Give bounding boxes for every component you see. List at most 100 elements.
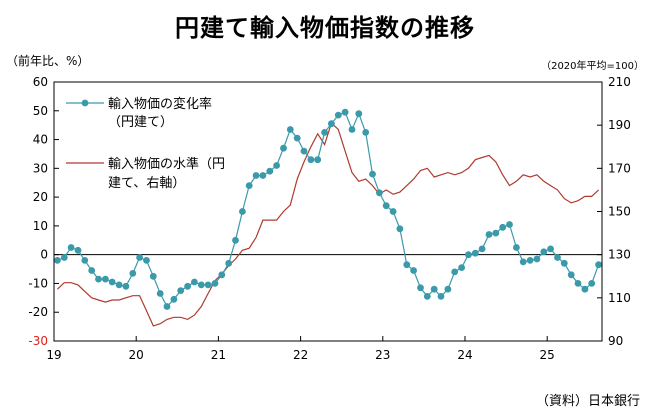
- yoy-point: [499, 223, 507, 231]
- yoy-point: [560, 259, 568, 267]
- yoy-point: [492, 229, 500, 237]
- yoy-point: [410, 267, 417, 274]
- yoy-point: [211, 280, 219, 287]
- left-tick-label: 30: [33, 161, 48, 175]
- yoy-point: [286, 126, 294, 133]
- yoy-point: [376, 189, 383, 197]
- yoy-point: [547, 245, 554, 253]
- right-tick-label: 110: [608, 291, 631, 305]
- yoy-point: [115, 281, 123, 289]
- yoy-point: [471, 249, 479, 257]
- yoy-point: [581, 285, 589, 293]
- x-tick-label: 25: [540, 348, 555, 362]
- legend-yoy-marker: [81, 99, 89, 107]
- yoy-point: [204, 281, 212, 289]
- right-tick-label: 150: [608, 205, 631, 219]
- chart-title: 円建て輸入物価指数の推移: [175, 14, 475, 42]
- yoy-point: [293, 134, 301, 142]
- right-tick-label: 190: [608, 118, 631, 132]
- yoy-point: [74, 246, 82, 254]
- source-note: （資料）日本銀行: [535, 394, 640, 409]
- legend-yoy-label: 輸入物価の変化率: [108, 96, 212, 112]
- yoy-point: [574, 280, 582, 287]
- left-tick-label: -10: [28, 276, 48, 290]
- yoy-point: [156, 290, 164, 297]
- yoy-point: [389, 208, 397, 215]
- left-tick-label: 0: [40, 248, 48, 262]
- yoy-point: [218, 271, 226, 279]
- yoy-point: [588, 280, 596, 287]
- left-tick-label: 20: [33, 190, 48, 204]
- yoy-point: [314, 156, 322, 164]
- yoy-point: [417, 284, 424, 292]
- yoy-point: [554, 254, 561, 261]
- yoy-point: [307, 156, 315, 164]
- left-tick-label: 50: [33, 104, 48, 118]
- yoy-point: [67, 244, 75, 251]
- yoy-point: [423, 293, 431, 300]
- yoy-point: [273, 162, 280, 169]
- yoy-point: [341, 108, 349, 116]
- yoy-point: [458, 264, 465, 271]
- yoy-point: [478, 245, 486, 253]
- yoy-point: [88, 267, 96, 274]
- right-tick-label: 130: [608, 248, 631, 262]
- yoy-point: [280, 144, 287, 152]
- yoy-point: [321, 129, 328, 136]
- yoy-point: [252, 172, 260, 179]
- left-tick-label: 60: [33, 75, 48, 89]
- yoy-point: [519, 258, 527, 266]
- yoy-point: [533, 255, 541, 263]
- yoy-point: [369, 170, 376, 178]
- yoy-point: [102, 275, 109, 283]
- yoy-point: [382, 202, 390, 210]
- yoy-point: [355, 110, 363, 118]
- x-tick-label: 22: [293, 348, 308, 362]
- yoy-point: [513, 244, 520, 251]
- x-tick-label: 23: [375, 348, 390, 362]
- right-tick-label: 170: [608, 161, 631, 175]
- x-tick-label: 20: [129, 348, 144, 362]
- yoy-point: [259, 172, 267, 179]
- legend-yoy-label-cont: （円建て）: [108, 115, 173, 130]
- x-tick-label: 24: [457, 348, 472, 362]
- left-axis-unit: （前年比、%）: [6, 54, 90, 68]
- yoy-point: [225, 259, 233, 267]
- yoy-point: [163, 303, 171, 310]
- yoy-point: [396, 225, 404, 233]
- left-tick-label: -30: [28, 334, 48, 348]
- legend-level-label-cont: 建て、右軸）: [108, 176, 185, 191]
- yoy-point: [136, 254, 144, 261]
- yoy-point: [232, 236, 239, 244]
- left-tick-label: -20: [28, 305, 48, 319]
- yoy-point: [266, 167, 274, 175]
- yoy-point: [334, 111, 342, 119]
- yoy-point: [239, 208, 246, 215]
- series-level: [56, 121, 600, 327]
- right-axis-ticks: 210 190 170 150 130 110 90: [597, 75, 631, 348]
- yoy-point: [143, 257, 150, 264]
- legend-level-label: 輸入物価の水準（円: [108, 156, 225, 172]
- yoy-point: [149, 272, 157, 280]
- yoy-point: [540, 248, 548, 256]
- yoy-point: [485, 231, 493, 238]
- yoy-point: [437, 293, 445, 300]
- yoy-point: [506, 221, 513, 228]
- yoy-point: [245, 182, 253, 190]
- left-tick-label: 40: [33, 133, 48, 147]
- yoy-point: [595, 261, 602, 269]
- yoy-point: [129, 270, 137, 277]
- x-tick-label: 21: [211, 348, 226, 362]
- yoy-point: [300, 147, 308, 155]
- legend: 輸入物価の変化率 （円建て） 輸入物価の水準（円建て、右軸）: [66, 96, 225, 191]
- right-axis-unit: （2020年平均=100）: [541, 61, 644, 72]
- yoy-point: [177, 287, 185, 294]
- yoy-point: [403, 261, 411, 269]
- left-axis-ticks: 60 50 40 30 20 10 0 -10 -20 -30: [28, 75, 59, 348]
- yoy-point: [170, 295, 178, 303]
- plot-frame: [53, 81, 603, 342]
- yoy-point: [430, 285, 438, 293]
- x-tick-label: 19: [46, 348, 61, 362]
- right-tick-label: 90: [608, 334, 623, 348]
- x-axis-ticks: 19 20 21 22 23 24 25: [46, 336, 555, 362]
